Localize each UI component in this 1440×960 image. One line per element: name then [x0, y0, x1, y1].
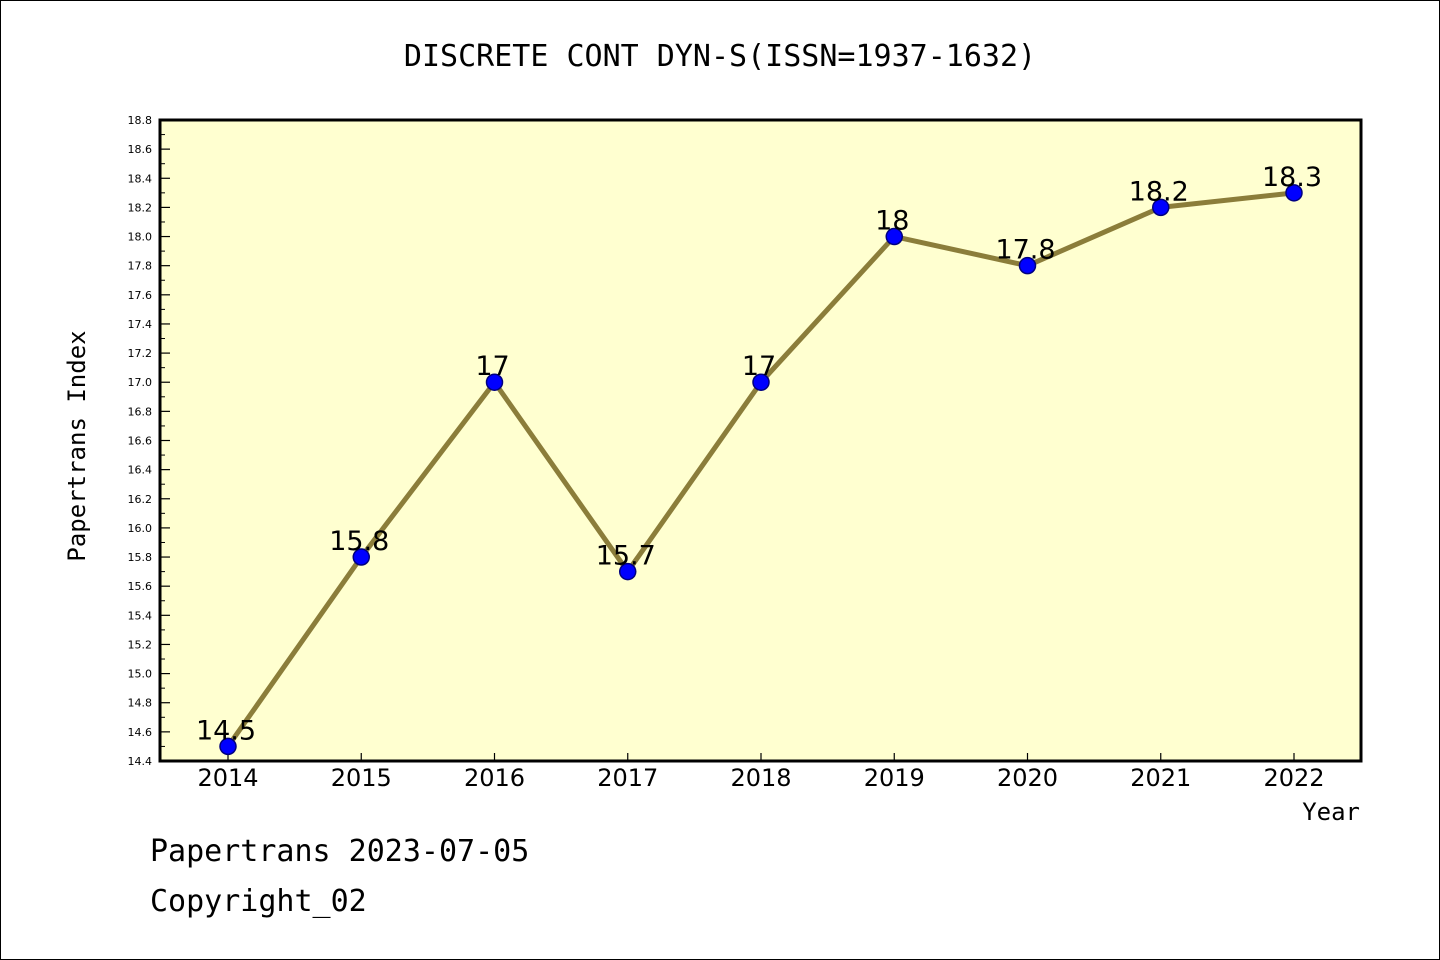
data-label: 17	[742, 351, 776, 382]
y-tick-label: 18.4	[128, 172, 153, 185]
data-point	[619, 562, 637, 581]
y-tick-label: 16.0	[128, 522, 153, 535]
x-tick-label: 2021	[1130, 764, 1191, 792]
x-tick-label: 2017	[597, 764, 658, 792]
y-tick-label: 16.2	[128, 493, 153, 506]
data-point	[752, 373, 770, 391]
data-label: 18.2	[1129, 176, 1189, 207]
data-label: 17	[475, 351, 509, 382]
y-tick-label: 18.8	[128, 114, 153, 127]
data-label: 14.5	[196, 715, 256, 746]
data-point	[352, 548, 370, 566]
y-tick-label: 15.0	[128, 668, 153, 681]
y-tick-label: 17.0	[128, 376, 153, 389]
y-tick-label: 16.8	[128, 405, 153, 418]
y-tick-label: 17.4	[128, 318, 153, 331]
y-axis-ticks: 14.4 14.6 14.8 15.0 15.2 15.4 15.6 15.8 16.0 16.2…	[128, 114, 170, 768]
x-tick-label: 2018	[730, 764, 791, 792]
y-tick-label: 16.4	[128, 464, 153, 477]
y-tick-label: 14.8	[128, 697, 153, 710]
y-tick-label: 18.0	[128, 231, 153, 244]
data-label: 15.7	[596, 541, 656, 572]
y-tick-label: 17.6	[128, 289, 153, 302]
data-point	[885, 227, 903, 246]
footer-date-text: Papertrans 2023-07-05	[150, 834, 530, 869]
data-point	[1152, 198, 1170, 217]
data-label: 17.8	[995, 235, 1055, 266]
y-tick-label: 14.6	[128, 726, 153, 739]
data-point	[485, 373, 504, 391]
chart-title: DISCRETE CONT DYN-S(ISSN=1937-1632)	[404, 39, 1036, 74]
y-tick-label: 17.8	[128, 260, 153, 273]
y-tick-label: 18.2	[128, 201, 153, 214]
plot-border	[158, 118, 1363, 763]
x-tick-label: 2014	[197, 764, 258, 792]
data-label: 18.3	[1262, 162, 1322, 193]
y-tick-label: 15.4	[128, 609, 153, 622]
y-tick-label: 15.8	[128, 551, 153, 564]
x-axis-label: Year	[1302, 798, 1360, 826]
x-tick-label: 2016	[464, 764, 525, 792]
data-point	[1018, 256, 1037, 275]
y-tick-label: 18.6	[128, 143, 153, 156]
data-label: 18	[875, 206, 909, 237]
x-tick-label: 2015	[331, 764, 392, 792]
x-tick-label: 2019	[864, 764, 925, 792]
y-tick-label: 15.6	[128, 580, 153, 593]
data-point	[219, 737, 237, 756]
data-label: 15.8	[329, 526, 389, 557]
y-tick-label: 17.2	[128, 347, 153, 360]
y-tick-label: 16.6	[128, 435, 153, 448]
series-group: 14.5 15.8 17 15.7 17 18 17.8 18.2 18.3	[196, 162, 1322, 756]
data-point	[1285, 184, 1303, 202]
footer-copyright-text: Copyright_02	[150, 884, 367, 919]
y-tick-label: 14.4	[128, 755, 153, 768]
x-tick-label: 2022	[1263, 764, 1324, 792]
y-tick-label: 15.2	[128, 638, 153, 651]
x-tick-label: 2020	[997, 764, 1058, 792]
x-axis-ticks: 2014 2015 2016 2017 2018 2019 2020 2021 2022	[197, 753, 1325, 792]
y-axis-label: Papertrans Index	[63, 330, 91, 561]
plot-area	[160, 120, 1361, 761]
